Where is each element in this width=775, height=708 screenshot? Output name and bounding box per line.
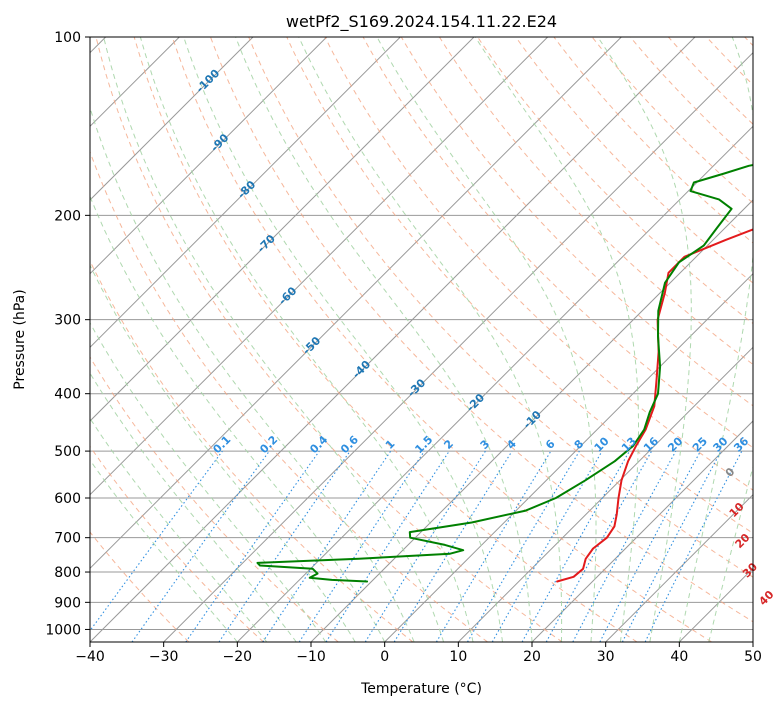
mixing-ratio-line xyxy=(325,450,450,642)
moist-adiabats xyxy=(90,37,753,642)
moist-adiabat-line xyxy=(90,195,386,642)
isotherm-line xyxy=(90,37,696,642)
plot-area xyxy=(90,37,753,642)
y-tick-label: 500 xyxy=(54,444,81,460)
dry-adiabat-line xyxy=(210,37,753,623)
moist-adiabat-line xyxy=(139,37,474,642)
mixing-ratio-line xyxy=(644,450,743,642)
moist-adiabat-line xyxy=(90,417,268,642)
moist-adiabat-line xyxy=(597,37,692,642)
isotherms xyxy=(90,37,753,642)
moist-adiabat-line xyxy=(376,37,597,642)
dry-adiabat-line xyxy=(90,356,339,642)
y-tick-label: 1000 xyxy=(45,622,81,638)
isotherm-line xyxy=(90,37,475,422)
moist-adiabat-line xyxy=(474,37,639,642)
isotherm-line xyxy=(163,51,753,642)
isotherm-line xyxy=(605,493,753,642)
dry-adiabats xyxy=(90,37,753,642)
dry-adiabat-line xyxy=(515,37,753,284)
mixing-ratio-line xyxy=(521,450,630,642)
x-tick-label: −10 xyxy=(296,649,326,665)
dry-adiabat-line xyxy=(90,150,488,642)
x-tick-label: 30 xyxy=(597,649,615,665)
y-tick-label: 900 xyxy=(54,595,81,611)
profiles xyxy=(256,163,753,583)
dry-adiabat-line xyxy=(438,37,753,366)
mixing-ratio-line xyxy=(572,450,677,642)
moist-adiabat-line xyxy=(90,372,297,642)
dry-adiabat-line xyxy=(171,37,712,642)
dry-adiabat-line xyxy=(95,37,563,642)
y-tick-label: 600 xyxy=(54,491,81,507)
isotherm-line xyxy=(90,37,254,201)
dry-adiabat-line xyxy=(248,37,753,578)
mixing-ratio-line xyxy=(393,450,513,642)
dry-adiabat-label: 40 xyxy=(756,588,775,608)
x-tick-label: −30 xyxy=(149,649,179,665)
x-tick-label: −40 xyxy=(75,649,105,665)
isotherm-line xyxy=(457,346,753,642)
mixing-ratio-line xyxy=(262,450,392,642)
x-tick-label: −20 xyxy=(223,649,253,665)
isotherm-line xyxy=(90,37,622,570)
x-tick-label: 0 xyxy=(380,649,389,665)
chart-title: wetPf2_S169.2024.154.11.22.E24 xyxy=(286,12,557,32)
moist-adiabat-line xyxy=(90,459,238,642)
y-tick-label: 800 xyxy=(54,565,81,581)
x-tick-label: 40 xyxy=(670,649,688,665)
x-tick-label: 20 xyxy=(523,649,541,665)
moist-adiabat-line xyxy=(90,106,415,642)
isotherm-line xyxy=(531,420,753,642)
isotherm-line xyxy=(90,37,328,275)
y-axis-label: Pressure (hPa) xyxy=(12,289,28,389)
dry-adiabat-line xyxy=(133,37,638,642)
moist-adiabat-line xyxy=(90,264,356,642)
pressure-grid xyxy=(90,37,753,630)
mixing-ratio-line xyxy=(218,450,351,642)
axes-frame xyxy=(89,36,754,643)
isotherm-line xyxy=(236,125,753,642)
y-tick-label: 700 xyxy=(54,531,81,547)
dry-adiabat-line xyxy=(90,445,264,642)
mixing-ratio-line xyxy=(298,450,425,642)
y-tick-label: 400 xyxy=(54,387,81,403)
mixing-ratio-line xyxy=(90,450,223,632)
isotherm-line xyxy=(90,37,401,349)
dewpoint-profile xyxy=(256,163,753,583)
mixing-ratio-line xyxy=(545,450,653,642)
dry-adiabat-line xyxy=(286,37,753,534)
mixing-ratio-line xyxy=(185,450,320,642)
moist-adiabat-line xyxy=(103,37,445,642)
x-tick-label: 10 xyxy=(449,649,467,665)
moist-adiabat-line xyxy=(90,321,327,642)
dry-adiabat-line xyxy=(90,531,190,642)
isotherm-line xyxy=(384,272,753,642)
x-axis-ticks: −40 −30 −20 −10 0 10 20 30 40 50 xyxy=(75,642,762,665)
mixing-ratio-lines xyxy=(90,450,743,642)
x-tick-label: 50 xyxy=(744,649,762,665)
moist-adiabat-line xyxy=(183,37,503,642)
isotherm-line xyxy=(90,37,549,496)
dry-adiabat-line xyxy=(90,259,414,642)
moist-adiabat-line xyxy=(298,37,563,642)
dry-adiabat-line xyxy=(400,37,753,407)
y-tick-label: 100 xyxy=(54,30,81,46)
y-axis-ticks: 1000 900 800 700 600 500 400 300 200 100 xyxy=(45,30,90,638)
x-axis-label: Temperature (°C) xyxy=(360,681,482,697)
y-tick-label: 200 xyxy=(54,208,81,224)
mixing-ratio-line xyxy=(131,450,270,642)
y-tick-label: 300 xyxy=(54,313,81,329)
